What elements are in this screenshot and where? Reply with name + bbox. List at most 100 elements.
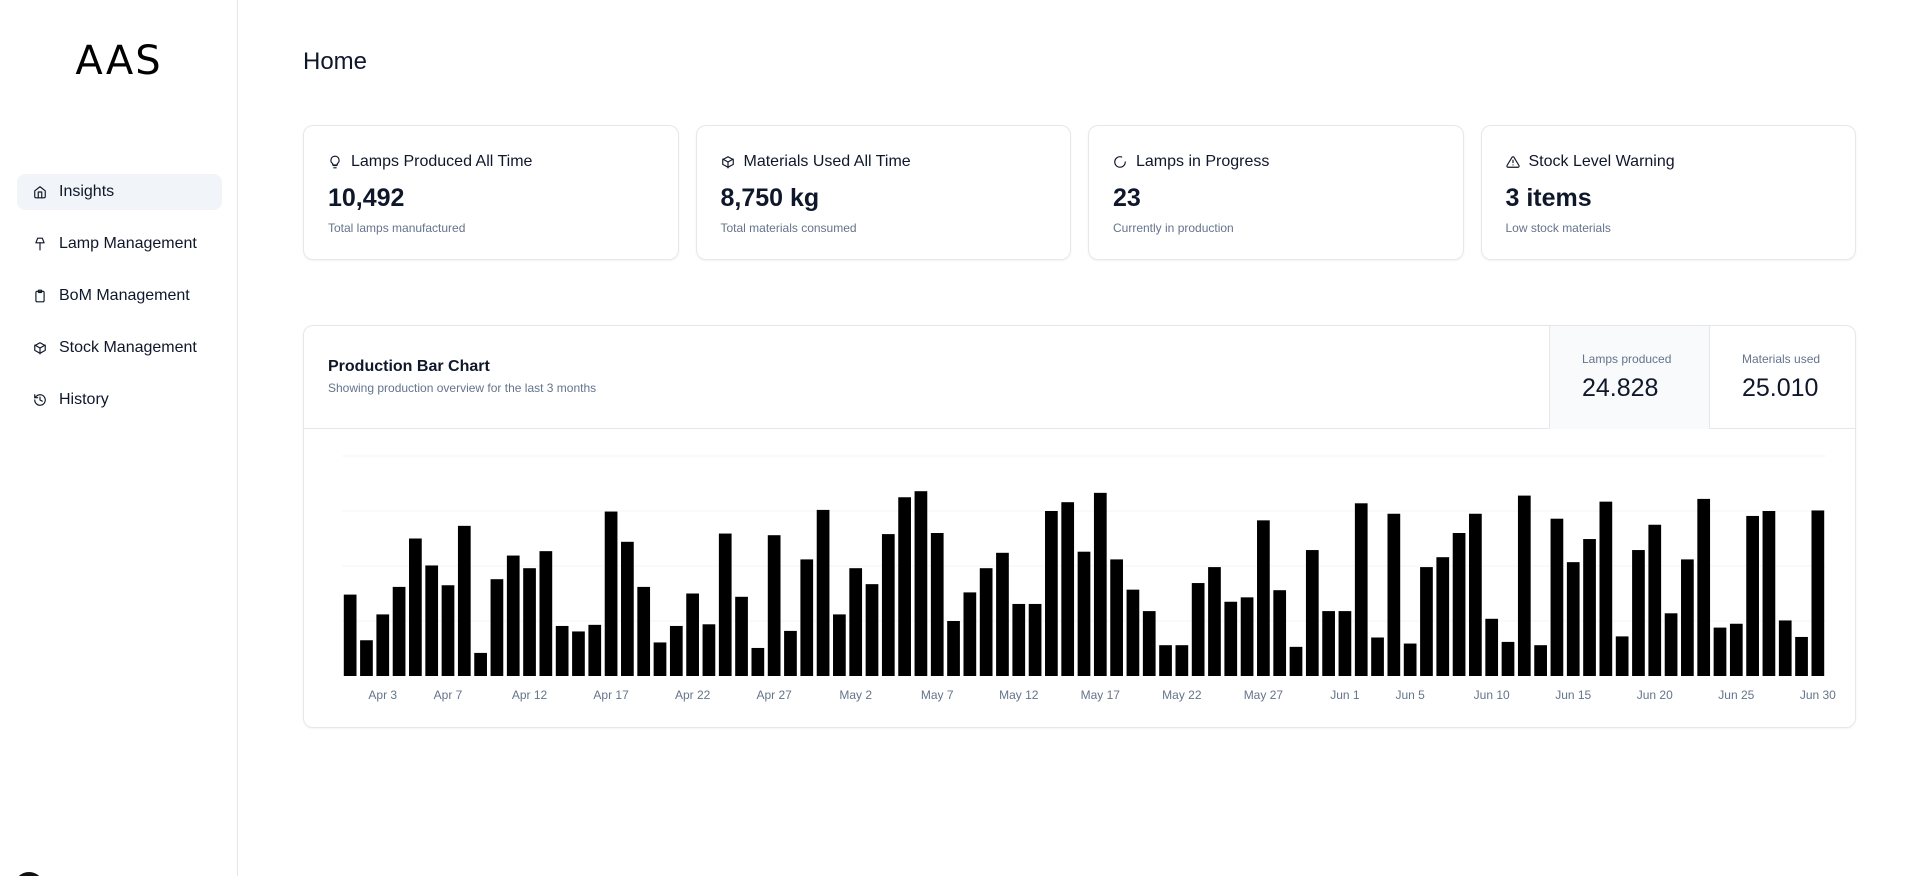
sidebar-item-history[interactable]: History xyxy=(17,382,222,418)
chart-bar[interactable] xyxy=(1550,518,1564,676)
chart-bar[interactable] xyxy=(1338,611,1352,676)
chart-bar[interactable] xyxy=(1077,551,1091,676)
chart-bar[interactable] xyxy=(1795,636,1808,676)
chart-bar[interactable] xyxy=(1566,562,1580,676)
chart-bar[interactable] xyxy=(1371,637,1384,677)
chart-bar[interactable] xyxy=(604,511,618,676)
chart-bar[interactable] xyxy=(1762,511,1776,676)
chart-bar[interactable] xyxy=(1110,559,1123,676)
chart-bar[interactable] xyxy=(898,497,911,676)
chart-bar[interactable] xyxy=(1583,539,1596,676)
chart-bar[interactable] xyxy=(376,614,390,676)
chart-bar[interactable] xyxy=(816,509,830,676)
chart-bar[interactable] xyxy=(1534,645,1547,676)
chart-bar[interactable] xyxy=(1713,627,1727,676)
chart-bar[interactable] xyxy=(637,586,651,676)
chart-bar[interactable] xyxy=(702,624,716,676)
chart-bar[interactable] xyxy=(1599,501,1613,676)
chart-bar[interactable] xyxy=(1126,589,1140,676)
chart-bar[interactable] xyxy=(1420,567,1433,676)
chart-bar[interactable] xyxy=(669,625,683,676)
chart-bar[interactable] xyxy=(555,625,569,676)
chart-bar[interactable] xyxy=(1061,502,1075,676)
sidebar-item-bom-management[interactable]: BoM Management xyxy=(17,278,222,314)
chart-bar[interactable] xyxy=(1469,513,1482,676)
chart-bar[interactable] xyxy=(1501,641,1515,676)
chart-bar[interactable] xyxy=(474,652,487,676)
chart-bar[interactable] xyxy=(1322,611,1335,676)
chart-bar[interactable] xyxy=(1273,590,1287,676)
chart-bar[interactable] xyxy=(751,647,765,676)
chart-bar[interactable] xyxy=(865,584,879,676)
chart-bar[interactable] xyxy=(1729,623,1743,676)
chart-bar[interactable] xyxy=(1159,645,1172,676)
chart-bar[interactable] xyxy=(1778,620,1792,676)
chart-bar[interactable] xyxy=(947,621,960,676)
user-avatar[interactable] xyxy=(14,872,44,876)
chart-bar[interactable] xyxy=(1485,618,1499,676)
chart-bar[interactable] xyxy=(457,525,471,676)
chart-bar[interactable] xyxy=(1648,524,1662,676)
stat-materials-used[interactable]: Materials used 25.010 xyxy=(1709,326,1855,429)
chart-bar[interactable] xyxy=(1436,557,1450,676)
chart-bar[interactable] xyxy=(1354,503,1368,676)
chart-bar[interactable] xyxy=(441,585,455,676)
chart-bar[interactable] xyxy=(1175,645,1189,676)
chart-bar[interactable] xyxy=(1012,603,1026,676)
chart-bar[interactable] xyxy=(1746,515,1759,676)
chart-bar[interactable] xyxy=(833,614,846,676)
chart-bar[interactable] xyxy=(735,596,748,676)
chart-bar[interactable] xyxy=(1093,492,1107,676)
chart-bar[interactable] xyxy=(1191,583,1205,676)
chart-bar[interactable] xyxy=(1208,567,1221,676)
chart-bar[interactable] xyxy=(914,491,928,676)
chart-bar[interactable] xyxy=(979,568,993,676)
sidebar-item-lamp-management[interactable]: Lamp Management xyxy=(17,226,222,262)
chart-bar[interactable] xyxy=(996,552,1009,676)
chart-bar[interactable] xyxy=(1517,495,1531,676)
chart-bar[interactable] xyxy=(1257,520,1270,676)
sidebar-item-stock-management[interactable]: Stock Management xyxy=(17,330,222,366)
chart-bar[interactable] xyxy=(767,535,781,676)
chart-bar[interactable] xyxy=(1632,550,1645,676)
sidebar-item-insights[interactable]: Insights xyxy=(17,174,222,210)
chart-bar[interactable] xyxy=(425,565,439,676)
chart-bar[interactable] xyxy=(588,624,602,676)
chart-bar[interactable] xyxy=(930,533,944,676)
chart-bar[interactable] xyxy=(1028,603,1042,676)
chart-bar[interactable] xyxy=(849,568,863,676)
chart-bar[interactable] xyxy=(686,593,699,677)
chart-bar[interactable] xyxy=(963,592,977,676)
chart-bar[interactable] xyxy=(1289,646,1303,676)
chart-bar[interactable] xyxy=(881,534,895,676)
chart-bar[interactable] xyxy=(360,640,373,676)
chart-bar[interactable] xyxy=(392,586,406,676)
chart-bar[interactable] xyxy=(653,642,667,676)
chart-bar[interactable] xyxy=(539,551,553,676)
chart-bar[interactable] xyxy=(1224,601,1238,676)
chart-bar[interactable] xyxy=(800,559,814,676)
chart-bar[interactable] xyxy=(718,533,732,676)
chart-bar[interactable] xyxy=(1305,550,1319,676)
app-logo[interactable]: AAS xyxy=(75,38,163,84)
chart-bar[interactable] xyxy=(572,631,585,676)
chart-bar[interactable] xyxy=(1403,643,1417,676)
chart-bar[interactable] xyxy=(1615,636,1629,676)
chart-bar[interactable] xyxy=(409,538,422,677)
chart-bar[interactable] xyxy=(1811,510,1825,676)
chart-bar[interactable] xyxy=(1681,559,1694,676)
chart-bar[interactable] xyxy=(621,541,634,676)
chart-bar[interactable] xyxy=(490,579,504,676)
chart-bar[interactable] xyxy=(1452,533,1466,676)
chart-bar[interactable] xyxy=(1697,498,1711,676)
chart-bar[interactable] xyxy=(1387,513,1401,676)
stat-lamps-produced[interactable]: Lamps produced 24.828 xyxy=(1549,326,1709,429)
chart-bar[interactable] xyxy=(523,568,536,676)
chart-bar[interactable] xyxy=(784,630,797,676)
chart-bar[interactable] xyxy=(1045,511,1058,676)
chart-bar[interactable] xyxy=(1142,611,1156,676)
chart-bar[interactable] xyxy=(1240,597,1254,676)
chart-bar[interactable] xyxy=(1664,613,1678,676)
chart-bar[interactable] xyxy=(343,594,357,676)
chart-bar[interactable] xyxy=(506,555,520,676)
